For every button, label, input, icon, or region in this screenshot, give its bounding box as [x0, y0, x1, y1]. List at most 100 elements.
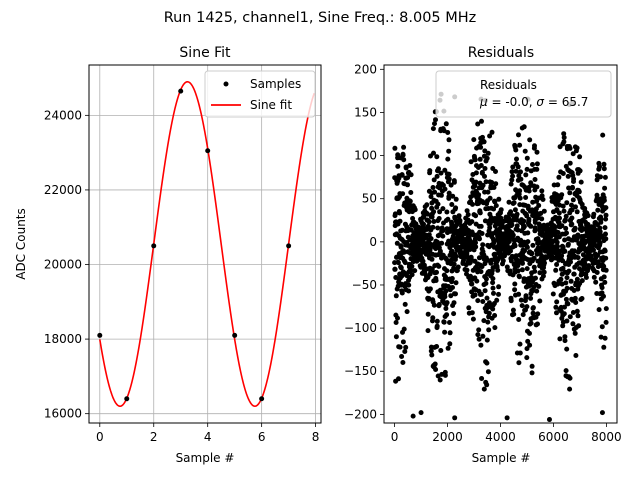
- residual-point: [482, 218, 488, 224]
- residual-point: [428, 348, 434, 354]
- residual-point: [563, 225, 569, 231]
- residual-point: [432, 361, 438, 367]
- residual-point: [408, 190, 414, 195]
- residual-point: [477, 236, 482, 242]
- residual-point: [495, 267, 501, 273]
- residual-point: [554, 239, 560, 245]
- residual-point: [498, 207, 504, 213]
- y-tick-label: 0: [369, 235, 377, 249]
- residual-point: [447, 341, 453, 347]
- residual-point: [529, 250, 535, 256]
- residual-point: [515, 268, 521, 274]
- residual-point: [476, 192, 482, 198]
- residual-point: [450, 193, 456, 199]
- residual-point: [511, 311, 517, 317]
- residual-point: [436, 302, 442, 307]
- residual-point: [479, 231, 485, 236]
- residual-point: [433, 278, 439, 283]
- residual-point: [477, 156, 483, 162]
- residual-point: [425, 211, 431, 217]
- residual-point: [446, 137, 452, 143]
- residual-point: [481, 139, 487, 145]
- residual-point: [539, 188, 545, 194]
- residual-point: [566, 268, 572, 274]
- residual-point: [532, 225, 538, 231]
- residual-point: [434, 323, 440, 329]
- residual-point: [452, 415, 458, 421]
- residual-point: [554, 262, 560, 267]
- residual-point: [445, 216, 451, 222]
- residual-point: [480, 242, 486, 248]
- residual-point: [569, 215, 575, 221]
- residual-point: [443, 121, 449, 127]
- residual-point: [550, 291, 556, 297]
- residual-point: [445, 130, 451, 135]
- residual-point: [519, 303, 525, 309]
- residual-point: [500, 258, 506, 264]
- residuals-legend-stats: μ = -0.0, σ = 65.7: [479, 95, 588, 109]
- residual-point: [532, 143, 537, 149]
- residual-point: [526, 216, 532, 222]
- residual-point: [508, 181, 514, 187]
- residual-point: [440, 233, 446, 239]
- residual-point: [445, 345, 451, 351]
- residual-point: [579, 296, 585, 301]
- residual-point: [561, 139, 567, 145]
- sample-point: [97, 332, 103, 338]
- residual-point: [474, 278, 480, 284]
- residual-point: [537, 298, 543, 304]
- residual-point: [440, 228, 446, 233]
- residual-point: [438, 170, 444, 176]
- residual-point: [436, 166, 441, 172]
- residual-point: [476, 336, 482, 342]
- residual-point: [507, 268, 513, 274]
- residual-point: [602, 248, 608, 254]
- residual-point: [516, 360, 522, 366]
- residual-point: [437, 209, 443, 215]
- residual-point: [484, 360, 490, 366]
- residual-point: [483, 179, 489, 185]
- residual-point: [433, 367, 439, 372]
- residual-point: [570, 197, 576, 203]
- residual-point: [539, 253, 545, 259]
- residual-point: [563, 296, 569, 302]
- sample-point: [205, 148, 211, 154]
- residual-point: [591, 274, 597, 280]
- residual-point: [560, 171, 566, 176]
- residual-point: [567, 386, 573, 392]
- residual-point: [478, 342, 484, 348]
- residual-point: [570, 310, 576, 315]
- residual-point: [528, 223, 534, 229]
- residual-point: [562, 334, 568, 340]
- residual-point: [438, 348, 444, 353]
- residual-point: [569, 221, 575, 227]
- residual-point: [523, 293, 529, 299]
- residual-point: [599, 285, 605, 291]
- residual-point: [404, 309, 410, 315]
- residual-point: [451, 179, 457, 185]
- residual-point: [392, 266, 398, 272]
- legend-samples-marker: [223, 81, 229, 87]
- y-tick-label: 22000: [44, 183, 82, 197]
- residual-point: [578, 179, 584, 185]
- residual-point: [565, 241, 571, 247]
- residual-point: [564, 275, 570, 281]
- residual-point: [602, 225, 608, 231]
- residual-point: [513, 147, 519, 153]
- residual-point: [531, 255, 537, 261]
- residual-point: [603, 319, 609, 325]
- residuals-title: Residuals: [468, 45, 534, 61]
- residual-point: [562, 248, 568, 254]
- residual-point: [532, 177, 538, 182]
- residual-point: [453, 280, 459, 286]
- residual-point: [481, 386, 487, 392]
- y-tick-label: 150: [354, 105, 377, 119]
- residual-point: [524, 355, 530, 361]
- residual-point: [508, 209, 514, 215]
- residual-point: [428, 194, 434, 200]
- residual-point: [470, 201, 475, 207]
- residual-point: [540, 273, 546, 279]
- residual-point: [475, 298, 481, 304]
- residual-point: [568, 278, 574, 284]
